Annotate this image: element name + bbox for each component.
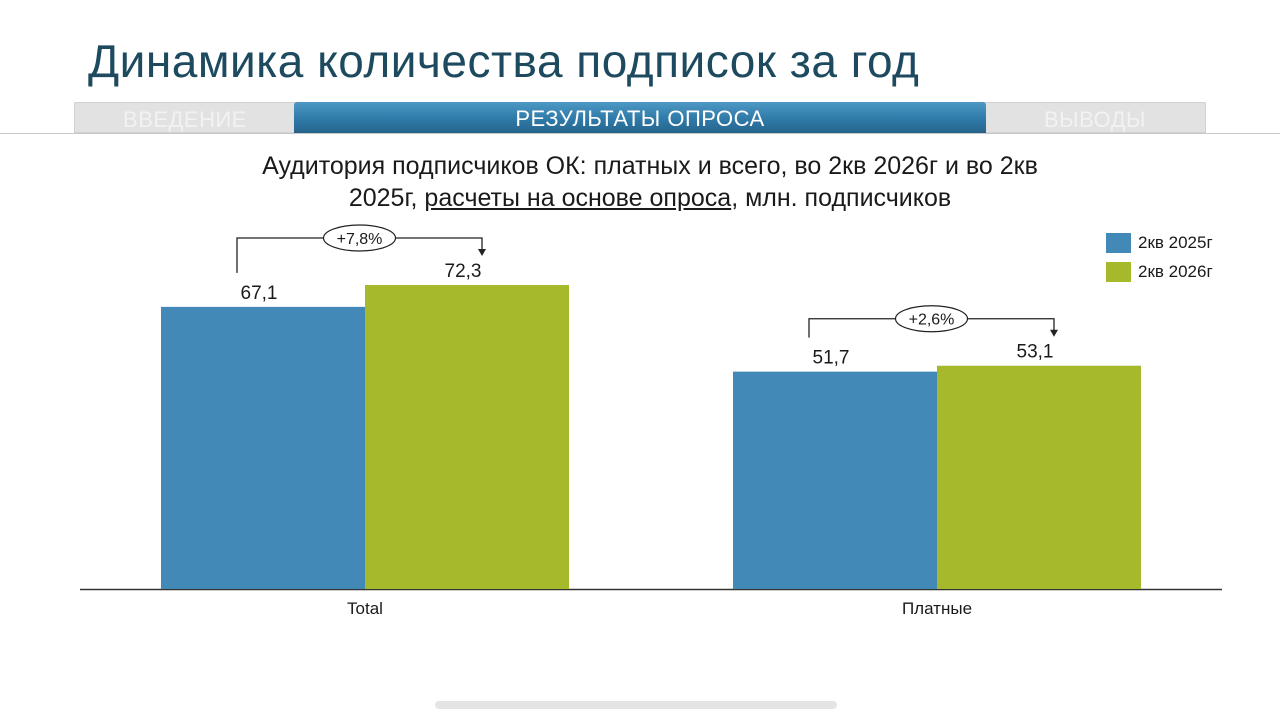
legend-swatch-2025 xyxy=(1106,232,1131,253)
bar-2-1 xyxy=(733,371,937,589)
chart-legend: 2кв 2025г 2кв 2026г xyxy=(1106,228,1213,286)
change-arrow xyxy=(478,249,486,256)
bar-value-label: 67,1 xyxy=(241,283,278,304)
section-nav: ВВЕДЕНИЕ ВЫВОДЫ РЕЗУЛЬТАТЫ ОПРОСА xyxy=(74,102,1206,133)
nav-divider xyxy=(0,133,1280,134)
change-badge xyxy=(894,305,969,333)
bar-value-label: 53,1 xyxy=(1017,342,1054,363)
chart-title-tail: , млн. подписчиков xyxy=(731,184,952,212)
tab-survey-results[interactable]: РЕЗУЛЬТАТЫ ОПРОСА xyxy=(294,102,986,133)
chart-title: Аудитория подписчиков ОК: платных и всег… xyxy=(250,150,1050,214)
legend-item-2026: 2кв 2026г xyxy=(1106,257,1213,286)
legend-label-2026: 2кв 2026г xyxy=(1138,261,1213,281)
bar-2-2 xyxy=(937,365,1141,589)
bar-value-label: 72,3 xyxy=(445,261,482,282)
tab-conclusions[interactable]: ВЫВОДЫ xyxy=(984,102,1206,133)
change-arrow xyxy=(1050,329,1058,337)
scroll-indicator[interactable] xyxy=(435,701,837,709)
tab-introduction[interactable]: ВВЕДЕНИЕ xyxy=(74,102,296,133)
change-label: +7,8% xyxy=(337,231,383,248)
chart-title-underlined: расчеты на основе опроса xyxy=(424,184,732,212)
bar-value-label: 51,7 xyxy=(813,348,850,369)
bar-1-2 xyxy=(365,285,569,589)
change-badge xyxy=(322,224,397,252)
bar-1-1 xyxy=(161,306,365,589)
x-tick-label: Платные xyxy=(902,599,972,618)
chart-title-text: Аудитория подписчиков ОК: платных и всег… xyxy=(262,152,1038,212)
legend-label-2025: 2кв 2025г xyxy=(1138,232,1213,252)
page-title: Динамика количества подписок за год xyxy=(88,35,920,87)
x-tick-label: Total xyxy=(347,599,383,618)
change-label: +2,6% xyxy=(909,312,955,329)
legend-item-2025: 2кв 2025г xyxy=(1106,228,1213,257)
legend-swatch-2026 xyxy=(1106,261,1131,282)
